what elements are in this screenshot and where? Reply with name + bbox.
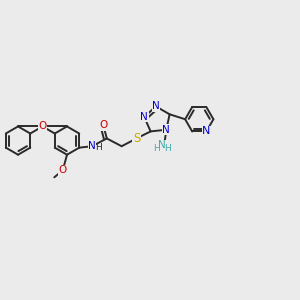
Text: N: N: [152, 101, 160, 111]
Text: N: N: [202, 127, 211, 136]
Text: O: O: [58, 165, 67, 175]
Text: N: N: [162, 125, 170, 135]
Text: N: N: [140, 112, 148, 122]
Text: H: H: [153, 144, 160, 153]
Text: N: N: [88, 141, 96, 151]
Text: H: H: [95, 143, 102, 152]
Text: S: S: [133, 132, 140, 145]
Text: H: H: [164, 144, 171, 153]
Text: O: O: [99, 120, 107, 130]
Text: O: O: [38, 122, 47, 131]
Text: N: N: [158, 140, 166, 150]
